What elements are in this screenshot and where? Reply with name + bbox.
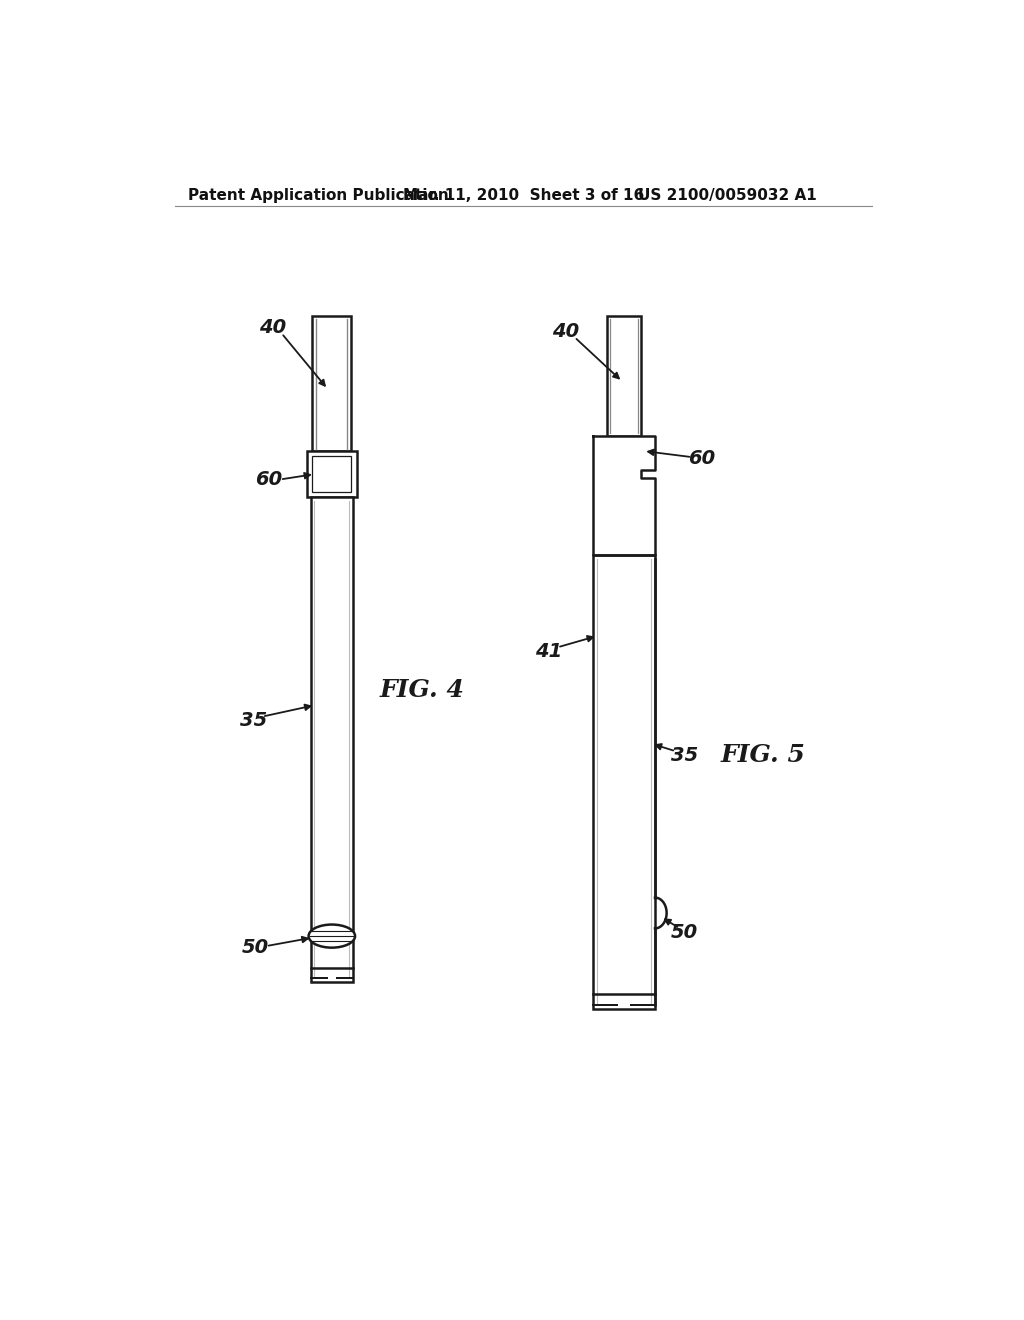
Text: 50: 50 <box>671 923 698 941</box>
Text: Patent Application Publication: Patent Application Publication <box>188 187 450 203</box>
Bar <box>593 554 655 1010</box>
Bar <box>307 451 356 498</box>
Text: 50: 50 <box>242 939 268 957</box>
Bar <box>606 317 641 436</box>
Text: 40: 40 <box>259 318 287 338</box>
Text: Mar. 11, 2010  Sheet 3 of 16: Mar. 11, 2010 Sheet 3 of 16 <box>403 187 644 203</box>
Bar <box>312 457 351 492</box>
Text: US 2100/0059032 A1: US 2100/0059032 A1 <box>638 187 817 203</box>
Text: FIG. 5: FIG. 5 <box>721 743 806 767</box>
Text: 60: 60 <box>255 470 283 488</box>
Text: FIG. 4: FIG. 4 <box>380 677 465 702</box>
Polygon shape <box>593 436 655 554</box>
Text: 40: 40 <box>552 322 580 341</box>
Bar <box>310 498 353 982</box>
Text: 35: 35 <box>671 746 698 764</box>
Ellipse shape <box>308 924 355 948</box>
Text: 35: 35 <box>240 711 267 730</box>
Text: 41: 41 <box>536 642 562 661</box>
Bar <box>312 317 351 451</box>
Text: 60: 60 <box>688 449 715 469</box>
